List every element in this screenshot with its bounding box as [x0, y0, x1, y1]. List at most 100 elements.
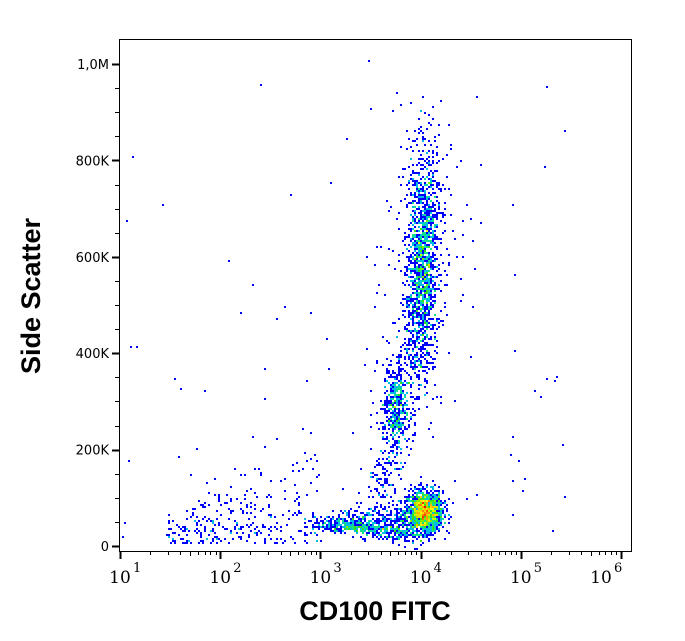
- event-point: [208, 492, 210, 494]
- event-point: [430, 222, 432, 224]
- event-point: [430, 186, 432, 188]
- event-point: [420, 492, 422, 494]
- event-point: [418, 322, 420, 324]
- event-point: [416, 284, 418, 286]
- event-point: [414, 180, 416, 182]
- event-point: [434, 494, 436, 496]
- event-point: [408, 516, 410, 518]
- event-point: [416, 288, 418, 290]
- event-point: [420, 234, 422, 236]
- event-point: [412, 220, 414, 222]
- event-point: [426, 228, 428, 230]
- event-point: [424, 252, 426, 254]
- event-point: [410, 270, 412, 272]
- event-point: [306, 526, 308, 528]
- event-point: [328, 528, 330, 530]
- event-point: [412, 268, 414, 270]
- event-point: [430, 170, 432, 172]
- event-point: [412, 340, 414, 342]
- event-point: [434, 226, 436, 228]
- event-point: [420, 184, 422, 186]
- event-point: [418, 502, 420, 504]
- event-point: [384, 490, 386, 492]
- event-point: [136, 346, 138, 348]
- event-point: [412, 330, 414, 332]
- event-point: [418, 294, 420, 296]
- event-point: [438, 490, 440, 492]
- event-point: [414, 398, 416, 400]
- event-point: [428, 344, 430, 346]
- event-point: [434, 192, 436, 194]
- event-point: [390, 412, 392, 414]
- event-point: [430, 268, 432, 270]
- event-point: [382, 520, 384, 522]
- event-point: [418, 254, 420, 256]
- event-point: [414, 498, 416, 500]
- event-point: [422, 216, 424, 218]
- event-point: [428, 506, 430, 508]
- event-point: [424, 526, 426, 528]
- event-point: [434, 208, 436, 210]
- event-point: [424, 518, 426, 520]
- event-point: [416, 222, 418, 224]
- event-point: [230, 486, 232, 488]
- event-point: [392, 396, 394, 398]
- event-point: [384, 450, 386, 452]
- event-point: [410, 318, 412, 320]
- event-point: [406, 302, 408, 304]
- event-point: [208, 534, 210, 536]
- event-point: [392, 388, 394, 390]
- event-point: [360, 530, 362, 532]
- event-point: [390, 464, 392, 466]
- event-point: [396, 378, 398, 380]
- event-point: [420, 190, 422, 192]
- event-point: [426, 210, 428, 212]
- event-point: [426, 286, 428, 288]
- event-point: [418, 264, 420, 266]
- event-point: [422, 164, 424, 166]
- event-point: [330, 530, 332, 532]
- event-point: [424, 226, 426, 228]
- event-point: [412, 316, 414, 318]
- event-point: [432, 254, 434, 256]
- event-point: [426, 302, 428, 304]
- event-point: [420, 540, 422, 542]
- event-point: [398, 318, 400, 320]
- event-point: [292, 538, 294, 540]
- event-point: [394, 378, 396, 380]
- event-point: [416, 338, 418, 340]
- event-point: [424, 332, 426, 334]
- event-point: [426, 526, 428, 528]
- event-point: [408, 498, 410, 500]
- event-point: [426, 334, 428, 336]
- event-point: [416, 376, 418, 378]
- event-point: [426, 324, 428, 326]
- event-point: [226, 528, 228, 530]
- x-axis: 10 1 10 2 10 3 10 4 10 5 10 6: [109, 551, 631, 588]
- event-point: [422, 506, 424, 508]
- event-point: [404, 338, 406, 340]
- event-point: [432, 206, 434, 208]
- event-point: [420, 526, 422, 528]
- event-point: [432, 508, 434, 510]
- event-point: [418, 536, 420, 538]
- event-point: [192, 512, 194, 514]
- event-point: [412, 368, 414, 370]
- event-point: [426, 322, 428, 324]
- event-point: [442, 492, 444, 494]
- event-point: [394, 444, 396, 446]
- event-point: [392, 398, 394, 400]
- event-point: [434, 532, 436, 534]
- event-point: [420, 188, 422, 190]
- event-point: [306, 534, 308, 536]
- event-point: [304, 532, 306, 534]
- event-point: [400, 370, 402, 372]
- event-point: [414, 288, 416, 290]
- event-point: [324, 528, 326, 530]
- event-point: [378, 518, 380, 520]
- event-point: [428, 232, 430, 234]
- event-point: [426, 282, 428, 284]
- event-point: [404, 546, 406, 548]
- event-point: [420, 348, 422, 350]
